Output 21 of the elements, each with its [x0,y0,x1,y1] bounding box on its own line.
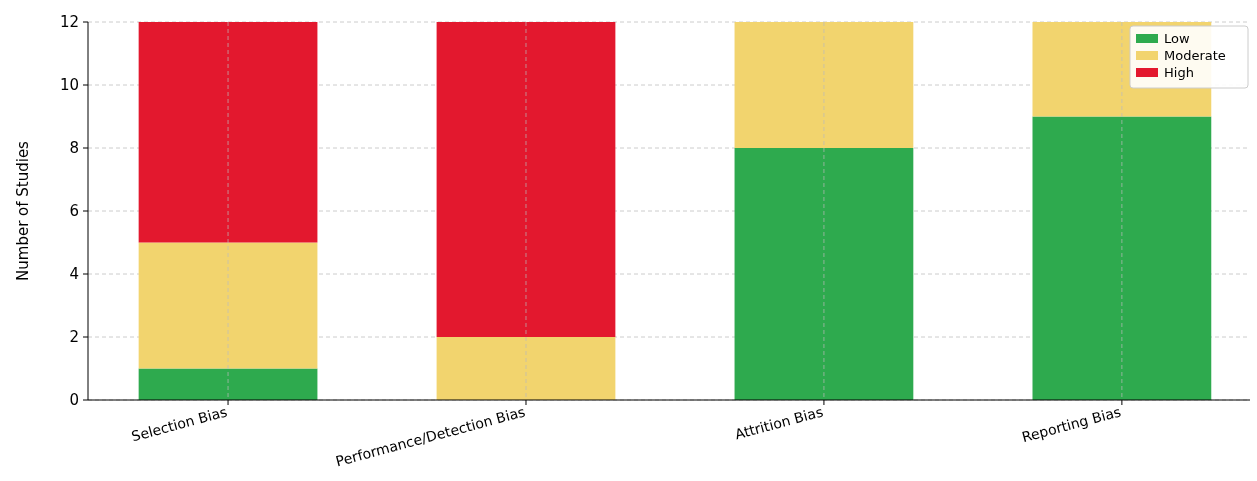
bar [436,337,616,400]
x-tick-label: Selection Bias [129,403,229,445]
y-axis-title: Number of Studies [14,140,32,281]
y-tick-label: 12 [59,13,79,32]
legend-label: High [1164,64,1194,80]
bar [1032,116,1212,400]
y-tick-label: 4 [69,265,79,284]
bar [138,22,318,243]
bar [734,22,914,148]
y-tick-label: 10 [59,76,79,95]
bar [436,22,616,337]
y-tick-label: 2 [69,328,79,347]
legend-label: Low [1164,30,1190,46]
bar [734,148,914,400]
bar [138,368,318,400]
y-tick-label: 8 [69,139,79,158]
y-tick-label: 0 [69,391,79,410]
legend-label: Moderate [1164,47,1226,63]
bar [138,242,318,369]
y-tick-label: 6 [69,202,79,221]
x-tick-label: Attrition Bias [733,403,825,443]
